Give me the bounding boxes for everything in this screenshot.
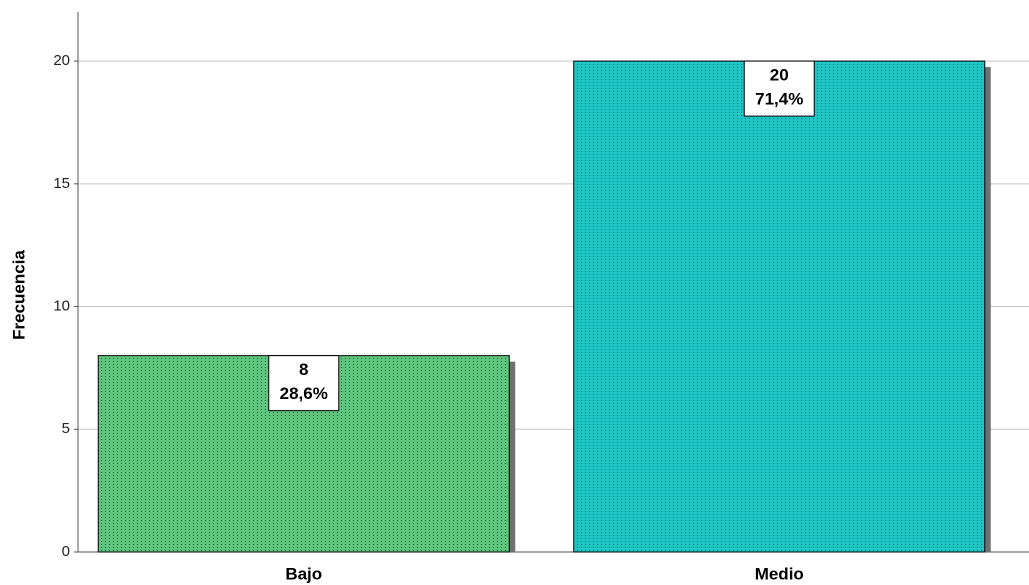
percent-label: 28,6% <box>280 384 328 403</box>
y-tick-label: 0 <box>62 543 70 560</box>
bar-texture <box>573 61 985 552</box>
data-label: 20 <box>770 66 789 85</box>
x-tick-label: Medio <box>755 564 804 583</box>
y-tick-label: 20 <box>53 52 70 69</box>
x-tick-label: Bajo <box>285 564 322 583</box>
data-label: 8 <box>299 360 308 379</box>
y-tick-label: 15 <box>53 175 70 192</box>
percent-label: 71,4% <box>755 90 803 109</box>
data-label-box <box>268 355 340 412</box>
y-tick-label: 10 <box>53 298 70 315</box>
y-axis-label: Frecuencia <box>9 250 28 340</box>
y-tick-label: 5 <box>62 420 70 437</box>
data-label-box <box>743 60 815 117</box>
